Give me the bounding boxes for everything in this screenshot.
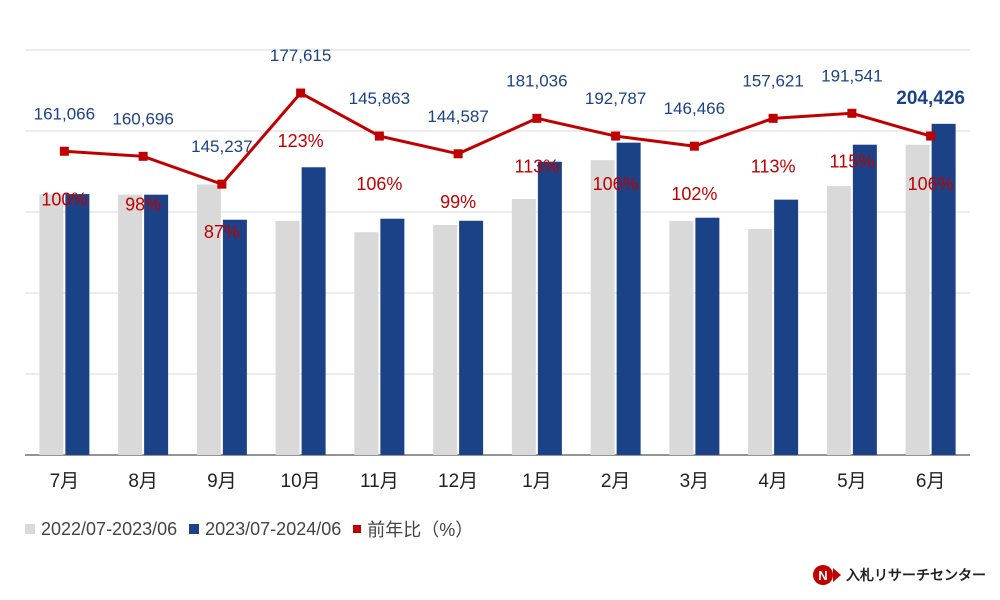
legend-label-ratio: 前年比（%） — [367, 520, 474, 540]
bar-2023 — [931, 123, 956, 455]
ratio-point — [374, 131, 384, 141]
ratio-label: 99% — [440, 192, 476, 212]
value-label: 204,426 — [896, 88, 965, 109]
value-label: 177,615 — [270, 46, 331, 65]
bar-2022 — [433, 224, 458, 455]
legend-swatch-2022 — [25, 524, 35, 534]
logo-text: 入札リサーチセンター — [846, 567, 986, 583]
x-tick-label: 5月 — [837, 471, 867, 492]
ratio-point — [768, 113, 778, 123]
bar-2022 — [511, 199, 536, 455]
ratio-point — [847, 108, 857, 118]
bar-2023 — [695, 217, 720, 455]
value-label: 191,541 — [821, 66, 882, 85]
bar-2023 — [774, 199, 799, 455]
value-label: 146,466 — [664, 99, 725, 118]
value-label: 160,696 — [112, 109, 173, 128]
ratio-label: 106% — [356, 174, 402, 194]
bar-2022 — [669, 220, 694, 455]
ratio-label: 113% — [515, 156, 560, 176]
x-tick-label: 12月 — [438, 471, 478, 492]
ratio-label: 87% — [204, 222, 240, 242]
value-label: 145,863 — [349, 89, 410, 108]
logo: N 入札リサーチセンター — [812, 564, 986, 586]
legend-item-2023: 2023/07-2024/06 — [189, 519, 341, 540]
ratio-label: 106% — [593, 174, 639, 194]
bar-2022 — [39, 194, 64, 456]
bar-2023 — [616, 142, 641, 455]
bar-2022 — [118, 194, 143, 455]
value-label: 157,621 — [742, 71, 803, 90]
bar-2022 — [354, 232, 379, 455]
x-tick-label: 4月 — [758, 471, 788, 492]
bar-2022 — [826, 186, 851, 455]
ratio-label: 115% — [830, 151, 875, 171]
bar-2023 — [222, 219, 247, 455]
x-tick-label: 9月 — [207, 471, 237, 492]
bar-2022 — [590, 160, 615, 455]
value-label: 192,787 — [585, 89, 646, 108]
bar-2023 — [65, 194, 90, 456]
svg-text:N: N — [818, 568, 827, 583]
bar-2022 — [905, 144, 930, 455]
legend-item-ratio: 前年比（%） — [353, 516, 473, 542]
ratio-label: 98% — [125, 194, 161, 214]
x-tick-label: 6月 — [916, 471, 946, 492]
legend-label-2023: 2023/07-2024/06 — [205, 518, 342, 539]
bar-2022 — [196, 184, 221, 455]
bar-2022 — [275, 220, 300, 455]
bar-2023 — [852, 144, 877, 455]
ratio-label: 123% — [278, 131, 324, 151]
value-label: 145,237 — [191, 137, 252, 156]
bar-2023 — [537, 161, 562, 455]
combo-chart: 7月 8月 9月 10月 11月 12月 1月 2月 3月 4月 5月 6月 100% 161,066 98… — [25, 46, 970, 492]
ratio-point — [532, 113, 542, 123]
logo-icon: N — [813, 565, 841, 585]
ratio-point — [138, 151, 148, 161]
ratio-point — [296, 88, 306, 98]
bar-2023 — [144, 194, 169, 455]
bar-2023 — [459, 220, 484, 455]
ratio-label: 113% — [751, 156, 796, 176]
ratio-label: 102% — [671, 184, 717, 204]
x-tick-label: 10月 — [281, 471, 321, 492]
ratio-point — [611, 131, 621, 141]
legend: 2022/07-2023/06 2023/07-2024/06 前年比（%） — [25, 516, 485, 542]
ratio-line — [64, 91, 932, 186]
x-tick-label: 3月 — [680, 471, 710, 492]
ratio-point — [59, 146, 69, 156]
ratio-point — [217, 179, 227, 189]
x-tick-label: 1月 — [522, 471, 552, 492]
legend-label-2022: 2022/07-2023/06 — [41, 518, 178, 539]
legend-swatch-2023 — [189, 524, 200, 534]
value-label: 181,036 — [506, 71, 567, 90]
value-label: 161,066 — [34, 104, 95, 123]
bar-2023 — [301, 167, 326, 455]
x-tick-label: 7月 — [50, 471, 80, 492]
bar-2022 — [748, 229, 773, 455]
ratio-label: 106% — [908, 174, 954, 194]
legend-item-2022: 2022/07-2023/06 — [25, 519, 177, 540]
bar-2023 — [380, 218, 405, 455]
ratio-point — [453, 149, 463, 159]
legend-swatch-ratio — [353, 525, 362, 533]
ratio-point — [926, 131, 936, 141]
ratio-point — [689, 141, 699, 151]
value-label: 144,587 — [427, 107, 488, 126]
x-tick-label: 8月 — [128, 471, 158, 492]
x-tick-label: 11月 — [360, 471, 399, 492]
x-tick-label: 2月 — [601, 471, 631, 492]
ratio-label: 100% — [41, 189, 87, 209]
